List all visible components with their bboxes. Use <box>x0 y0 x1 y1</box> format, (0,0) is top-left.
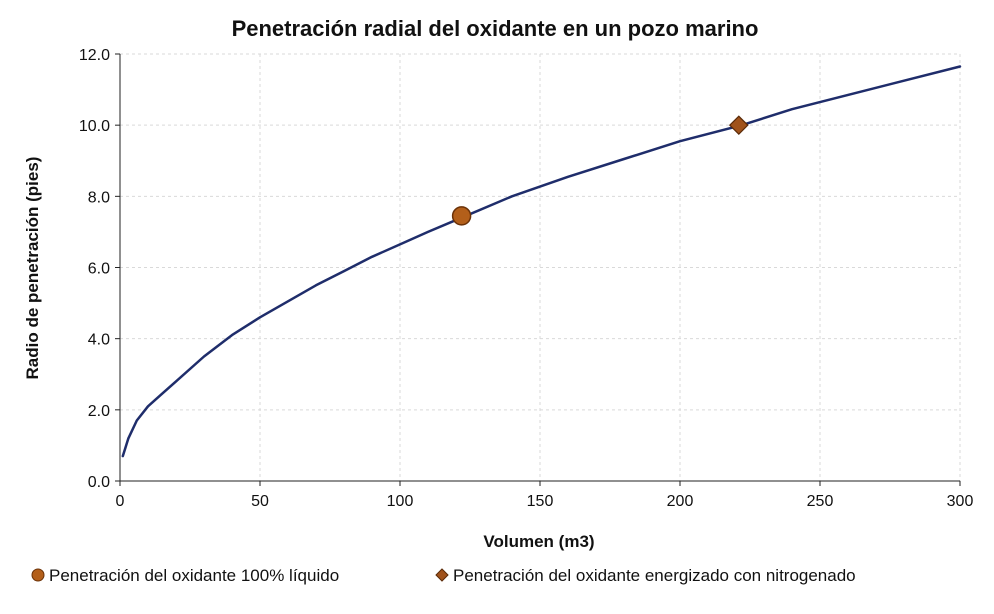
y-axis-title: Radio de penetración (pies) <box>23 157 42 380</box>
chart-title: Penetración radial del oxidante en un po… <box>232 16 759 41</box>
y-tick-label: 12.0 <box>79 47 110 64</box>
y-tick-label: 8.0 <box>88 189 110 206</box>
y-tick-label: 10.0 <box>79 118 110 135</box>
grid-lines <box>120 53 961 481</box>
x-tick-label: 150 <box>527 493 554 510</box>
x-axis-title: Volumen (m3) <box>483 532 594 551</box>
x-tick-label: 250 <box>807 493 834 510</box>
legend-marker-circle <box>31 568 45 582</box>
series-layer <box>121 65 962 458</box>
legend-label: Penetración del oxidante 100% líquido <box>49 566 339 585</box>
legend-label: Penetración del oxidante energizado con … <box>453 566 856 585</box>
y-tick-label: 4.0 <box>88 332 110 349</box>
y-tick-label: 6.0 <box>88 261 110 278</box>
data-point-liquid <box>451 206 472 226</box>
x-tick-label: 200 <box>667 493 694 510</box>
x-tick-label: 300 <box>947 493 974 510</box>
data-point-nitrogen <box>728 115 749 136</box>
axes: 0.0 2.0 4.0 6.0 8.0 10.0 12.0 0 50 100 150 200 250 30… <box>79 47 974 510</box>
x-tick-label: 0 <box>116 493 125 510</box>
y-tick-label: 2.0 <box>88 403 110 420</box>
x-tick-label: 50 <box>251 493 269 510</box>
y-tick-label: 0.0 <box>88 474 110 491</box>
x-tick-label: 100 <box>387 493 414 510</box>
legend-marker-diamond <box>435 568 449 582</box>
legend: Penetración del oxidante 100% líquido Pen… <box>31 566 856 585</box>
